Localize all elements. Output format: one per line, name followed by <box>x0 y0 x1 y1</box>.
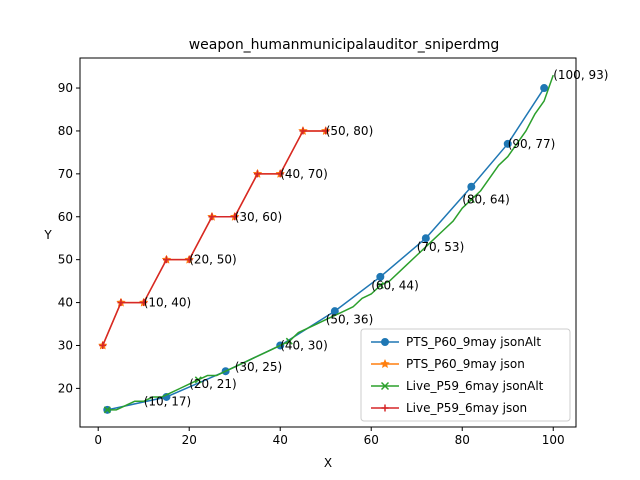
legend-item: Live_P59_6may json <box>371 401 527 415</box>
y-tick-label: 90 <box>58 81 73 95</box>
data-label: (40, 30) <box>280 338 328 352</box>
data-label: (50, 36) <box>326 313 374 327</box>
data-point <box>162 256 170 264</box>
data-point-stroke <box>103 406 111 414</box>
legend-item: PTS_P60_9may jsonAlt <box>371 335 541 349</box>
series-live-p59-6may-jsonalt <box>103 74 554 414</box>
data-point <box>194 376 202 384</box>
x-tick-label: 100 <box>542 433 565 447</box>
series-line <box>107 74 554 411</box>
y-tick-label: 70 <box>58 167 73 181</box>
data-label: (70, 53) <box>417 240 465 254</box>
data-label: (30, 60) <box>235 210 283 224</box>
legend-item: Live_P59_6may jsonAlt <box>371 379 544 393</box>
data-point <box>117 299 125 307</box>
plot-area: (10, 17) (20, 21) (30, 25) (40, 30) (50, 36)… <box>97 68 609 414</box>
data-label: (90, 77) <box>508 137 556 151</box>
data-point <box>99 341 107 349</box>
data-point <box>381 338 389 346</box>
data-point <box>381 404 389 412</box>
data-point <box>376 281 384 289</box>
x-tick-label: 80 <box>455 433 470 447</box>
data-point <box>231 213 239 221</box>
data-label: (100, 93) <box>553 68 608 82</box>
y-tick-label: 30 <box>58 338 73 352</box>
data-label: (20, 21) <box>189 377 237 391</box>
data-point <box>276 170 284 178</box>
data-point <box>380 381 390 391</box>
data-point <box>103 406 111 414</box>
data-point <box>253 170 261 178</box>
data-point <box>208 213 216 221</box>
data-label: (10, 40) <box>144 296 192 310</box>
data-point <box>322 127 330 135</box>
data-label: (80, 64) <box>462 193 510 207</box>
legend-label: PTS_P60_9may json <box>406 357 525 371</box>
data-point <box>467 196 475 204</box>
data-label: (30, 25) <box>235 360 283 374</box>
data-point <box>421 234 430 243</box>
data-point-stroke <box>376 281 384 289</box>
data-point-stroke <box>467 196 475 204</box>
data-label: (20, 50) <box>189 253 237 267</box>
data-point <box>467 182 476 191</box>
data-point <box>380 358 390 369</box>
data-point-stroke <box>194 376 202 384</box>
data-label: (50, 80) <box>326 124 374 138</box>
axes: 0 20 40 60 80 100 20 30 40 50 60 70 80 90 <box>58 81 565 447</box>
y-axis-label: Y <box>43 228 52 242</box>
data-point <box>185 256 193 264</box>
legend-item: PTS_P60_9may json <box>371 357 525 371</box>
y-tick-label: 20 <box>58 381 73 395</box>
x-tick-label: 20 <box>182 433 197 447</box>
x-tick-label: 60 <box>364 433 379 447</box>
y-tick-label: 80 <box>58 124 73 138</box>
data-point <box>140 299 148 307</box>
legend-label: PTS_P60_9may jsonAlt <box>406 335 541 349</box>
x-axis-label: X <box>324 456 332 470</box>
annotations: (10, 17) (20, 21) (30, 25) (40, 30) (50, 36)… <box>144 68 609 408</box>
series-live-p59-6may-json <box>99 127 330 349</box>
chart-title: weapon_humanmunicipalauditor_sniperdmg <box>189 37 500 53</box>
legend: PTS_P60_9may jsonAlt PTS_P60_9may json Liv… <box>360 328 571 422</box>
data-point <box>503 139 512 148</box>
data-point <box>540 84 549 93</box>
data-label: (10, 17) <box>144 394 192 408</box>
data-point-stroke <box>285 337 293 345</box>
data-point-stroke <box>380 381 390 391</box>
y-tick-label: 50 <box>58 253 73 267</box>
x-tick-label: 0 <box>94 433 102 447</box>
y-tick-label: 40 <box>58 296 73 310</box>
data-point <box>285 337 293 345</box>
x-tick-label: 40 <box>273 433 288 447</box>
data-label: (40, 70) <box>280 167 328 181</box>
data-point <box>376 272 385 281</box>
data-label: (60, 44) <box>371 278 419 292</box>
plot-frame <box>79 57 577 428</box>
legend-label: Live_P59_6may json <box>406 401 527 415</box>
legend-label: Live_P59_6may jsonAlt <box>406 379 544 393</box>
series-line <box>107 87 545 411</box>
legend-box <box>360 328 571 422</box>
y-tick-label: 60 <box>58 210 73 224</box>
data-point <box>299 127 307 135</box>
